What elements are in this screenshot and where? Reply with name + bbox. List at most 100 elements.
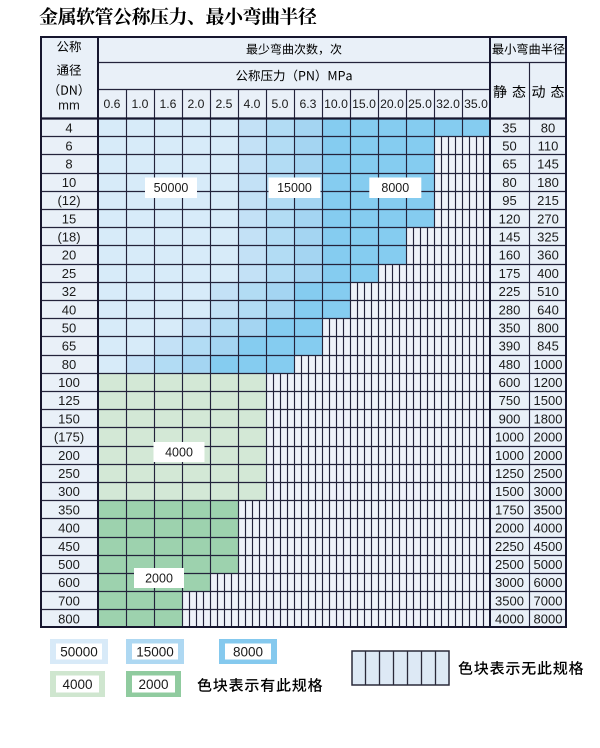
svg-text:3500: 3500 (495, 593, 524, 608)
svg-text:510: 510 (537, 284, 559, 299)
svg-text:8: 8 (65, 157, 72, 172)
svg-text:15000: 15000 (136, 644, 174, 659)
svg-text:800: 800 (58, 612, 80, 627)
svg-text:40: 40 (62, 302, 76, 317)
svg-text:(18): (18) (57, 230, 80, 245)
svg-text:450: 450 (58, 539, 80, 554)
svg-text:5.0: 5.0 (272, 97, 289, 111)
svg-text:1200: 1200 (534, 375, 563, 390)
svg-text:65: 65 (62, 339, 76, 354)
svg-text:(12): (12) (57, 193, 80, 208)
svg-text:4000: 4000 (495, 612, 524, 627)
svg-text:1000: 1000 (495, 430, 524, 445)
svg-text:32.0: 32.0 (436, 97, 460, 111)
svg-text:2000: 2000 (495, 521, 524, 536)
svg-text:160: 160 (499, 248, 521, 263)
svg-text:145: 145 (537, 157, 559, 172)
svg-text:750: 750 (499, 393, 521, 408)
svg-text:1.6: 1.6 (160, 97, 177, 111)
svg-text:6: 6 (65, 139, 72, 154)
svg-text:50: 50 (502, 139, 516, 154)
svg-text:2250: 2250 (495, 539, 524, 554)
svg-text:600: 600 (499, 375, 521, 390)
svg-text:35: 35 (502, 120, 516, 135)
svg-text:400: 400 (537, 266, 559, 281)
svg-text:4.0: 4.0 (244, 97, 261, 111)
svg-text:100: 100 (58, 375, 80, 390)
svg-text:1.0: 1.0 (132, 97, 149, 111)
svg-text:50000: 50000 (154, 181, 189, 195)
svg-text:325: 325 (537, 230, 559, 245)
svg-text:110: 110 (538, 139, 559, 154)
svg-text:80: 80 (502, 175, 516, 190)
svg-text:3000: 3000 (534, 484, 563, 499)
svg-text:65: 65 (502, 157, 516, 172)
svg-text:50000: 50000 (60, 644, 98, 659)
svg-text:80: 80 (541, 120, 555, 135)
svg-text:480: 480 (499, 357, 521, 372)
svg-text:225: 225 (499, 284, 521, 299)
svg-text:4: 4 (65, 120, 72, 135)
svg-text:1750: 1750 (495, 502, 524, 517)
svg-text:360: 360 (537, 248, 559, 263)
svg-text:8000: 8000 (381, 181, 409, 195)
svg-text:mm: mm (58, 97, 80, 112)
svg-text:32: 32 (62, 284, 76, 299)
svg-text:800: 800 (537, 321, 559, 336)
svg-text:(175): (175) (54, 430, 84, 445)
svg-text:1000: 1000 (534, 357, 563, 372)
svg-text:2500: 2500 (495, 557, 524, 572)
svg-text:270: 270 (537, 211, 559, 226)
svg-text:20.0: 20.0 (380, 97, 404, 111)
svg-text:900: 900 (499, 411, 521, 426)
svg-text:180: 180 (537, 175, 559, 190)
svg-text:280: 280 (499, 302, 521, 317)
svg-text:150: 150 (58, 411, 80, 426)
svg-text:25.0: 25.0 (408, 97, 432, 111)
svg-text:4500: 4500 (534, 539, 563, 554)
svg-text:95: 95 (502, 193, 516, 208)
svg-text:10: 10 (62, 175, 76, 190)
svg-text:6.3: 6.3 (300, 97, 317, 111)
svg-text:8000: 8000 (534, 612, 563, 627)
svg-text:500: 500 (58, 557, 80, 572)
svg-text:2.0: 2.0 (188, 97, 205, 111)
svg-text:300: 300 (58, 484, 80, 499)
svg-text:215: 215 (537, 193, 559, 208)
svg-text:1800: 1800 (534, 411, 563, 426)
svg-text:15: 15 (62, 211, 76, 226)
svg-text:2000: 2000 (145, 572, 173, 586)
svg-text:4000: 4000 (165, 446, 193, 460)
svg-text:350: 350 (58, 502, 80, 517)
svg-text:640: 640 (537, 302, 559, 317)
svg-text:5000: 5000 (534, 557, 563, 572)
svg-text:35.0: 35.0 (464, 97, 488, 111)
svg-text:15000: 15000 (277, 181, 312, 195)
svg-text:2.5: 2.5 (216, 97, 233, 111)
svg-text:7000: 7000 (534, 593, 563, 608)
svg-text:1500: 1500 (534, 393, 563, 408)
svg-text:845: 845 (537, 339, 559, 354)
svg-text:175: 175 (499, 266, 521, 281)
svg-text:15.0: 15.0 (352, 97, 376, 111)
svg-text:2000: 2000 (534, 448, 563, 463)
svg-text:2500: 2500 (534, 466, 563, 481)
svg-text:4000: 4000 (534, 521, 563, 536)
svg-text:390: 390 (499, 339, 521, 354)
svg-text:3500: 3500 (534, 502, 563, 517)
svg-text:120: 120 (499, 211, 521, 226)
svg-text:2000: 2000 (138, 677, 168, 692)
svg-text:200: 200 (58, 448, 80, 463)
svg-text:600: 600 (58, 575, 80, 590)
svg-text:350: 350 (499, 321, 521, 336)
svg-text:2000: 2000 (534, 430, 563, 445)
svg-text:80: 80 (62, 357, 76, 372)
svg-text:0.6: 0.6 (104, 97, 121, 111)
svg-text:4000: 4000 (62, 677, 92, 692)
svg-text:400: 400 (58, 521, 80, 536)
svg-text:700: 700 (58, 593, 80, 608)
svg-text:145: 145 (499, 230, 521, 245)
svg-text:3000: 3000 (495, 575, 524, 590)
svg-text:8000: 8000 (233, 644, 263, 659)
svg-text:1250: 1250 (495, 466, 524, 481)
